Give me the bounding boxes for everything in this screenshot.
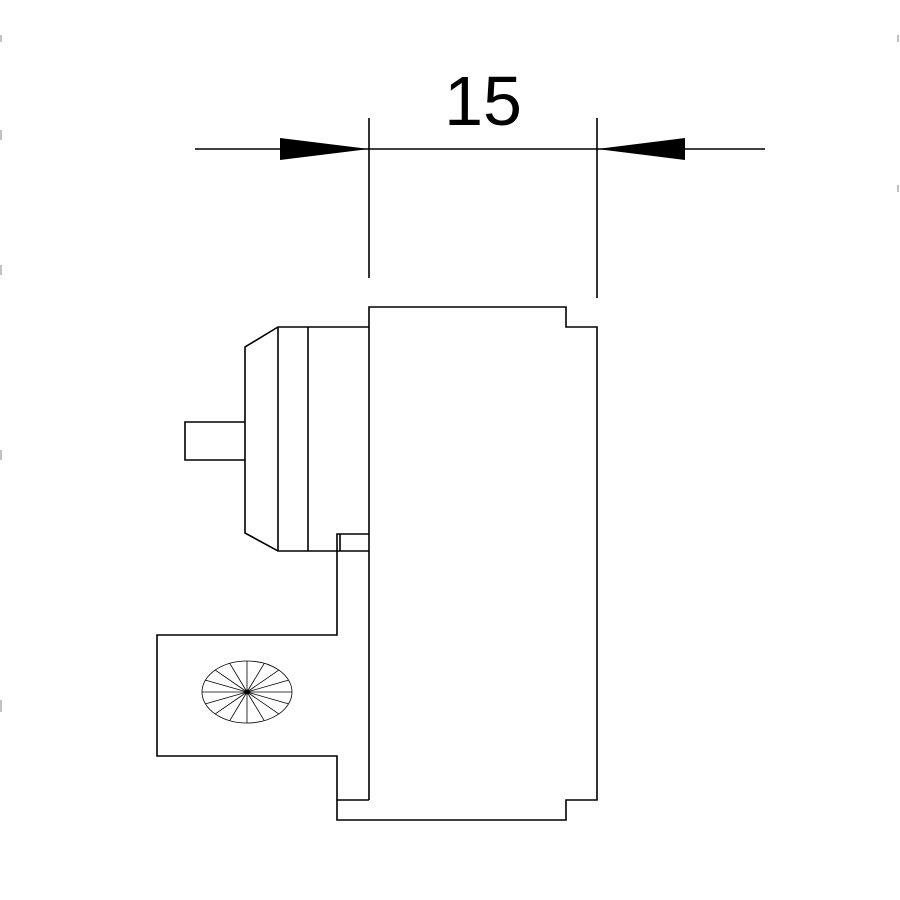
edge-marks <box>0 35 899 712</box>
screw-spoke <box>246 691 265 721</box>
knob-assembly <box>184 326 369 552</box>
knob-shaft <box>184 421 245 461</box>
arrow-left-icon <box>597 138 685 160</box>
main-housing <box>336 306 598 821</box>
screw-spoke <box>205 679 248 693</box>
screw-spoke <box>246 663 265 693</box>
device-body <box>336 306 598 821</box>
screw-spoke <box>229 691 248 721</box>
knob-cap <box>244 326 369 552</box>
screw-spoke <box>246 679 289 693</box>
screw-spoke <box>214 691 248 715</box>
arrow-right-icon <box>280 138 369 160</box>
mounting-bracket <box>156 533 369 800</box>
bracket-outline <box>156 533 369 800</box>
dimension-label: 15 <box>444 62 522 140</box>
screw-head-icon <box>201 660 293 724</box>
screw-spoke <box>246 691 289 705</box>
screw-spoke <box>205 691 248 705</box>
screw-spoke <box>246 669 280 693</box>
screw-spoke <box>214 669 248 693</box>
screw-spoke <box>229 663 248 693</box>
screw-center <box>244 689 250 695</box>
dimension-15: 15 <box>195 62 765 298</box>
screw-spoke <box>246 691 280 715</box>
